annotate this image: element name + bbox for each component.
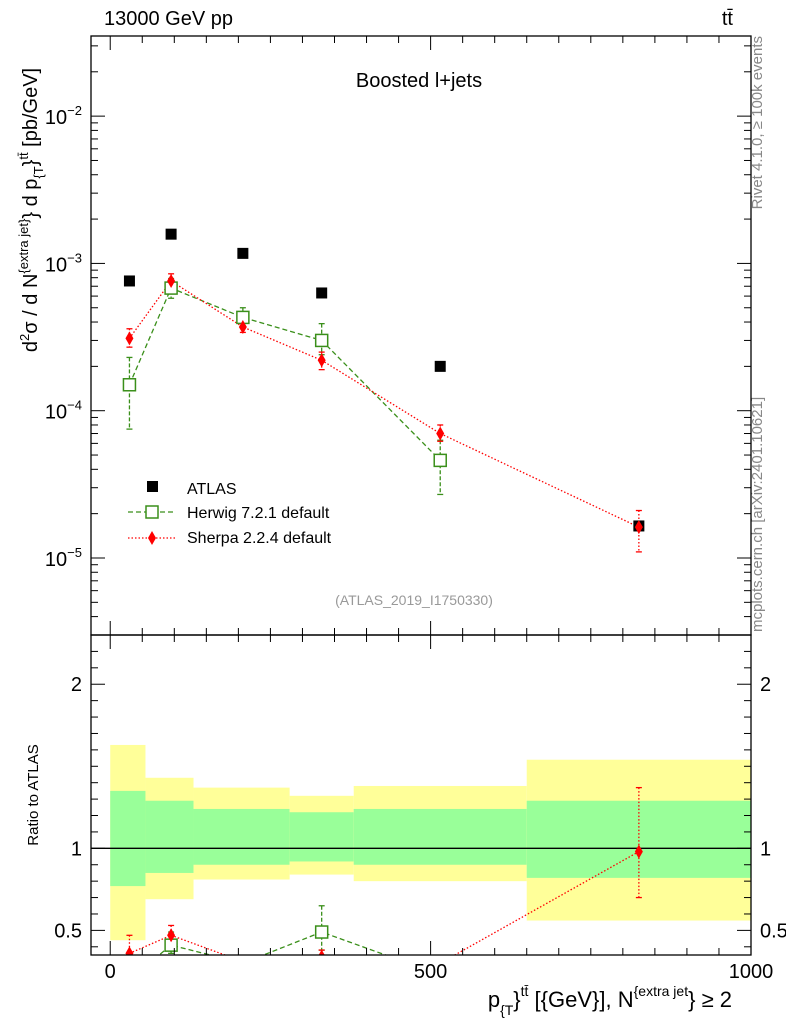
legend-atlas-marker [147, 481, 158, 492]
atlas-data-point [434, 360, 446, 372]
ratio-sherpa-point [242, 954, 244, 955]
herwig-point [314, 333, 329, 348]
sherpa-line [128, 280, 640, 528]
main-y-ticks: 10−5 10−4 10−3 10−2 [45, 36, 752, 636]
ratio-y-tick-label: 0.5 [54, 920, 82, 942]
ratio-x-tick-label: 0 [105, 961, 116, 983]
ratio-y-tick-label-right: 0.5 [760, 920, 786, 942]
sherpa-point [317, 353, 326, 368]
main-y-tick-label: 10−3 [45, 250, 82, 276]
legend-herwig-marker [145, 505, 159, 519]
sherpa-point [167, 273, 176, 288]
ratio-sherpa-point [318, 949, 325, 955]
atlas-data-point [316, 287, 328, 299]
main-y-tick-label: 10−4 [45, 398, 82, 424]
ratio-ticks: 0.5 0.5 1 1 2 2 0 500 1000 [54, 635, 786, 983]
herwig-line [128, 287, 441, 461]
ratio-plot-frame [90, 634, 752, 956]
ratio-x-tick-label: 1000 [729, 961, 774, 983]
analysis-label: (ATLAS_2019_I1750330) [335, 592, 493, 608]
legend-sherpa-marker [148, 531, 156, 545]
ratio-y-tick-label: 2 [71, 674, 82, 696]
x-axis-label: p{T}tt̄ [{GeV}], N{extra jet} ≥ 2 [488, 983, 732, 1018]
ratio-band-inner [145, 800, 194, 873]
ratio-panel: 0.5 0.5 1 1 2 2 0 500 1000 Ratio to ATLAS p{T}tt… [25, 634, 786, 1018]
legend: ATLAS Herwig 7.2.1 default Sherpa 2.2.4 … [128, 481, 332, 547]
legend-herwig-label: Herwig 7.2.1 default [187, 505, 330, 522]
ratio-band-inner [353, 808, 527, 865]
sherpa-point [238, 320, 247, 335]
main-series-layer [122, 228, 645, 553]
ratio-series-layer [123, 786, 643, 986]
atlas-data-point [237, 247, 249, 259]
ratio-sherpa-point [167, 928, 176, 943]
ratio-band-inner [193, 808, 290, 865]
main-y-tick-label: 10−5 [45, 545, 82, 571]
mcplots-credit-note: mcplots.cern.ch [arXiv:2401.10621] [749, 397, 766, 632]
main-y-axis-label: d2σ / d N{extra jet}} d p{T}tt̄ [pb/GeV] [16, 68, 46, 352]
sherpa-point [125, 331, 134, 346]
ratio-sherpa-point [634, 844, 643, 859]
rivet-version-note: Rivet 4.1.0, ≥ 100k events [749, 36, 766, 209]
ratio-band-inner [289, 812, 354, 862]
ratio-y-tick-label-right: 2 [760, 674, 771, 696]
ratio-sherpa-line [129, 851, 640, 955]
main-y-tick-label: 10−2 [45, 103, 82, 129]
ratio-bands-layer [91, 744, 751, 941]
atlas-data-point [165, 228, 177, 240]
ratio-band-inner [110, 790, 146, 887]
ratio-x-tick-label: 500 [414, 961, 447, 983]
legend-sherpa-label: Sherpa 2.2.4 default [187, 530, 332, 547]
ratio-sherpa-point [125, 946, 134, 955]
ratio-herwig-point [123, 974, 135, 986]
herwig-point [433, 453, 447, 468]
sherpa-point [436, 426, 445, 441]
herwig-point [122, 378, 137, 392]
ratio-y-tick-label-right: 1 [760, 838, 771, 860]
ratio-y-axis-label: Ratio to ATLAS [25, 744, 42, 845]
main-title: Boosted l+jets [356, 70, 482, 92]
legend-atlas-label: ATLAS [187, 481, 237, 498]
ratio-herwig-point [237, 957, 249, 969]
ratio-herwig-point [314, 925, 329, 939]
atlas-data-point [123, 275, 135, 287]
process-label: tt̄ [722, 8, 734, 30]
ratio-y-tick-label: 1 [71, 838, 82, 860]
sherpa-point [634, 520, 643, 535]
main-panel: 10−5 10−4 10−3 10−2 Boosted l+jets (ATLAS_2… [16, 35, 752, 636]
energy-label: 13000 GeV pp [104, 8, 233, 30]
